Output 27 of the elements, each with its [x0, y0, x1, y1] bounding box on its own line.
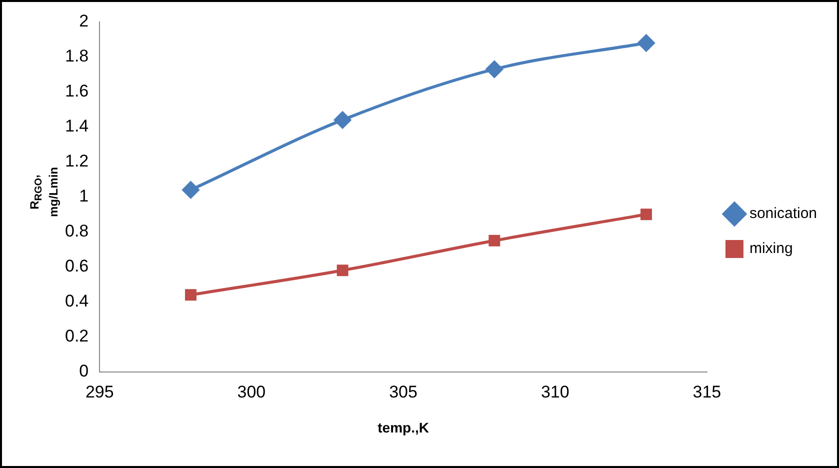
- y-tick-label: 2: [79, 12, 89, 31]
- x-tick-label: 295: [85, 382, 114, 402]
- point: [184, 289, 196, 301]
- x-axis-title: temp.,K: [378, 419, 429, 436]
- point: [182, 181, 200, 198]
- x-tick-label: 300: [237, 382, 266, 402]
- y-tick-label: 1.2: [64, 152, 89, 171]
- point: [640, 208, 652, 220]
- y-tick-label: 0: [79, 361, 89, 380]
- legend-label: mixing: [749, 240, 793, 258]
- point: [638, 34, 655, 52]
- x-tick-label: 310: [540, 382, 570, 402]
- y-tick-label: 0.6: [64, 256, 89, 276]
- y-tick-label: 0.2: [64, 326, 89, 346]
- y-tick-label: 1.4: [64, 116, 89, 136]
- point: [488, 234, 500, 246]
- point: [486, 60, 503, 78]
- y-tick-label: 0.4: [64, 292, 89, 311]
- y-tick-label: 0.8: [64, 222, 89, 241]
- y-tick-label: 1: [79, 186, 89, 206]
- point: [334, 111, 352, 128]
- x-tick-label: 305: [389, 382, 418, 402]
- legend-label: sonication: [749, 205, 818, 222]
- x-tick-label: 315: [692, 382, 722, 402]
- point: [336, 264, 348, 276]
- y-tick-label: 1.6: [64, 82, 89, 101]
- y-tick-label: 1.8: [64, 46, 89, 66]
